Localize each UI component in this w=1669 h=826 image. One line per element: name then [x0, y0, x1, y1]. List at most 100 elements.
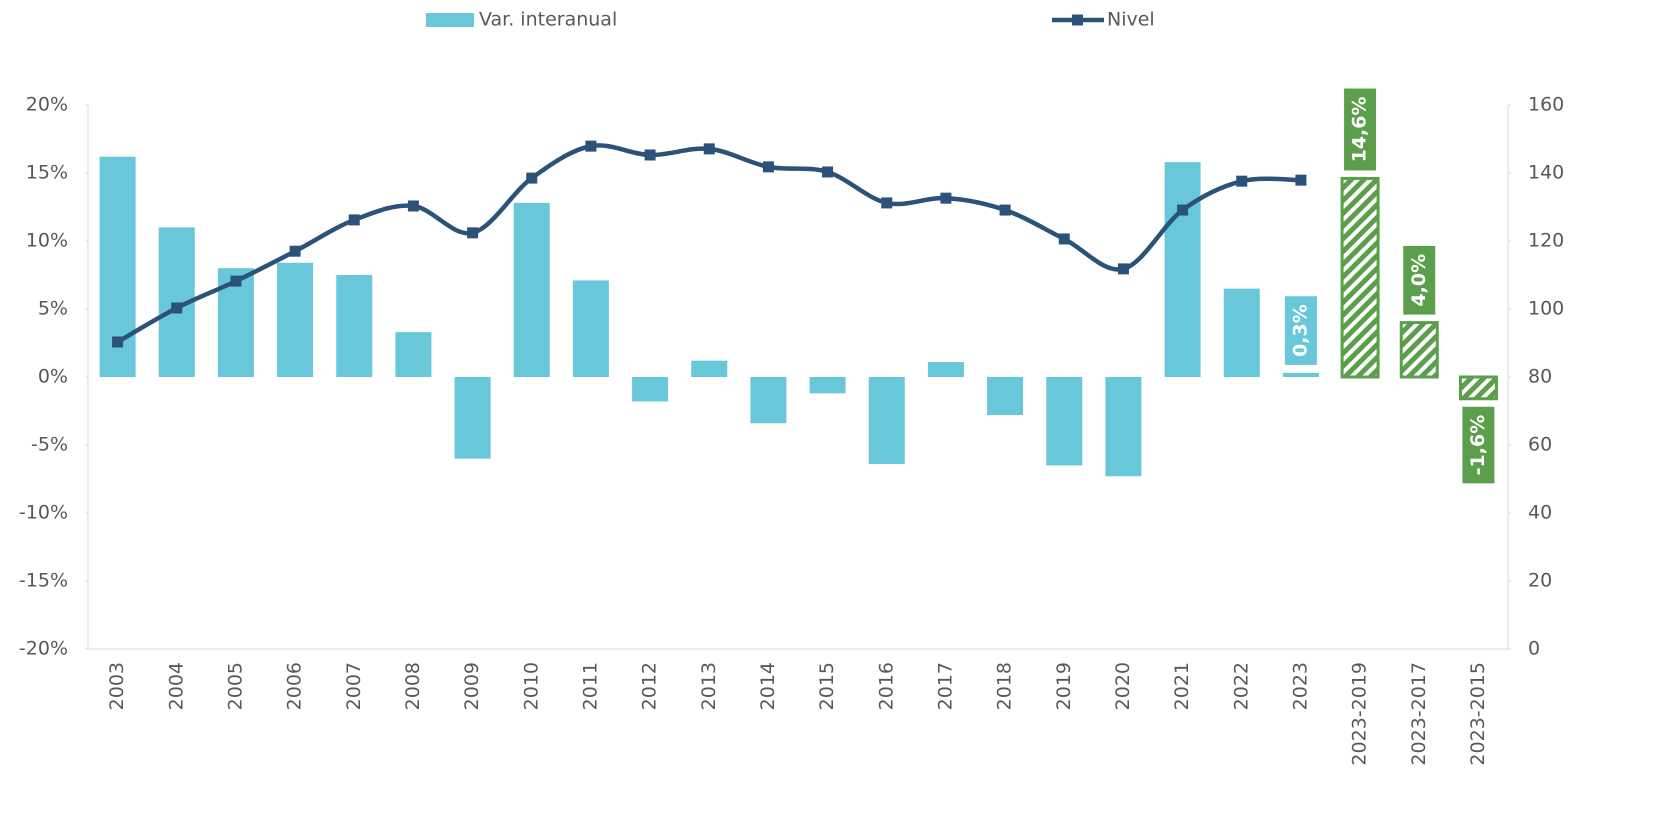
x-tick-label: 2020 — [1112, 662, 1134, 710]
y2-tick-label: 160 — [1528, 94, 1564, 116]
line-marker — [230, 275, 242, 287]
y2-tick-label: 40 — [1528, 502, 1552, 524]
line-marker — [289, 245, 301, 257]
y2-tick-label: 100 — [1528, 298, 1564, 320]
line-marker — [762, 161, 774, 173]
x-tick-label: 2011 — [579, 662, 601, 710]
x-tick-label: 2015 — [816, 662, 838, 710]
x-tick-label: 2006 — [284, 662, 306, 710]
line-marker — [703, 143, 715, 155]
line-marker — [526, 172, 538, 184]
y-tick-label: -20% — [19, 638, 68, 660]
data-label-box — [1344, 88, 1377, 171]
x-tick-label: 2013 — [698, 662, 720, 710]
x-tick-label: 2010 — [520, 662, 542, 710]
data-label: -1,6% — [1462, 406, 1495, 484]
bar — [1105, 377, 1142, 477]
bar — [1046, 377, 1083, 466]
y2-tick-label: 20 — [1528, 570, 1552, 592]
x-tick-label: 2023-2019 — [1349, 662, 1371, 766]
bar — [336, 275, 373, 377]
y-tick-label: 20% — [26, 94, 68, 116]
y2-tick-label: 120 — [1528, 230, 1564, 252]
x-tick-label: 2018 — [994, 662, 1016, 710]
y-tick-label: 15% — [26, 162, 68, 184]
data-label-box — [1284, 296, 1317, 365]
legend-label: Var. interanual — [479, 9, 617, 31]
line-marker — [348, 214, 360, 226]
x-tick-label: 2005 — [224, 662, 246, 710]
data-label-text: 4,0% — [1408, 254, 1430, 307]
y2-tick-label: 80 — [1528, 366, 1552, 388]
line-marker — [1236, 175, 1248, 187]
bar — [1223, 288, 1260, 377]
y-tick-label: 5% — [38, 298, 68, 320]
line-marker — [407, 200, 419, 212]
data-label-text: -1,6% — [1467, 415, 1489, 476]
bar — [809, 377, 846, 394]
bar — [395, 332, 432, 377]
x-tick-label: 2019 — [1053, 662, 1075, 710]
x-tick-label: 2021 — [1171, 662, 1193, 710]
bar — [691, 360, 728, 377]
line-marker — [822, 166, 834, 178]
data-label: 14,6% — [1344, 88, 1377, 171]
y-tick-label: -5% — [31, 434, 68, 456]
line-marker — [467, 227, 479, 239]
x-tick-label: 2017 — [934, 662, 956, 710]
y-tick-label: 10% — [26, 230, 68, 252]
y2-tick-label: 60 — [1528, 434, 1552, 456]
y2-tick-label: 0 — [1528, 638, 1540, 660]
y-tick-label: -15% — [19, 570, 68, 592]
bar — [1282, 372, 1319, 377]
x-tick-label: 2023-2017 — [1408, 662, 1430, 766]
bar — [1164, 162, 1201, 377]
line-marker — [585, 140, 597, 152]
x-tick-label: 2016 — [875, 662, 897, 710]
data-label-box — [1403, 245, 1436, 315]
data-label-box — [1462, 406, 1495, 484]
legend-swatch — [426, 13, 474, 27]
data-label: 0,3% — [1284, 296, 1317, 365]
x-tick-label: 2022 — [1230, 662, 1252, 710]
line-marker — [999, 204, 1011, 216]
bar — [572, 280, 609, 377]
bar — [454, 377, 491, 459]
legend-marker — [1072, 14, 1083, 26]
bar — [1399, 321, 1439, 379]
bar — [868, 377, 905, 465]
x-tick-label: 2004 — [165, 662, 187, 710]
line-marker — [881, 197, 893, 209]
line-marker — [1295, 174, 1307, 186]
bar — [632, 377, 669, 402]
line-marker — [112, 336, 124, 348]
bar — [277, 262, 314, 377]
line-marker — [171, 302, 183, 314]
x-tick-label: 2007 — [343, 662, 365, 710]
legend-label: Nivel — [1107, 9, 1155, 31]
bar — [927, 362, 964, 377]
x-tick-label: 2012 — [639, 662, 661, 710]
data-label: 4,0% — [1403, 245, 1436, 315]
bar — [1340, 176, 1380, 379]
bar — [513, 202, 550, 377]
line-marker — [1177, 204, 1189, 216]
x-tick-label: 2009 — [461, 662, 483, 710]
y2-tick-label: 140 — [1528, 162, 1564, 184]
line-marker — [1058, 233, 1070, 245]
x-tick-label: 2023 — [1289, 662, 1311, 710]
bar — [750, 377, 787, 424]
bar — [1458, 375, 1498, 401]
data-label-text: 14,6% — [1349, 97, 1371, 163]
bar — [987, 377, 1024, 416]
y-tick-label: -10% — [19, 502, 68, 524]
x-tick-label: 2008 — [402, 662, 424, 710]
line-marker — [1117, 263, 1129, 275]
line-marker — [644, 149, 656, 161]
line-marker — [940, 192, 952, 204]
x-tick-label: 2014 — [757, 662, 779, 710]
y-tick-label: 0% — [38, 366, 68, 388]
x-tick-label: 2023-2015 — [1467, 662, 1489, 766]
x-tick-label: 2003 — [106, 662, 128, 710]
